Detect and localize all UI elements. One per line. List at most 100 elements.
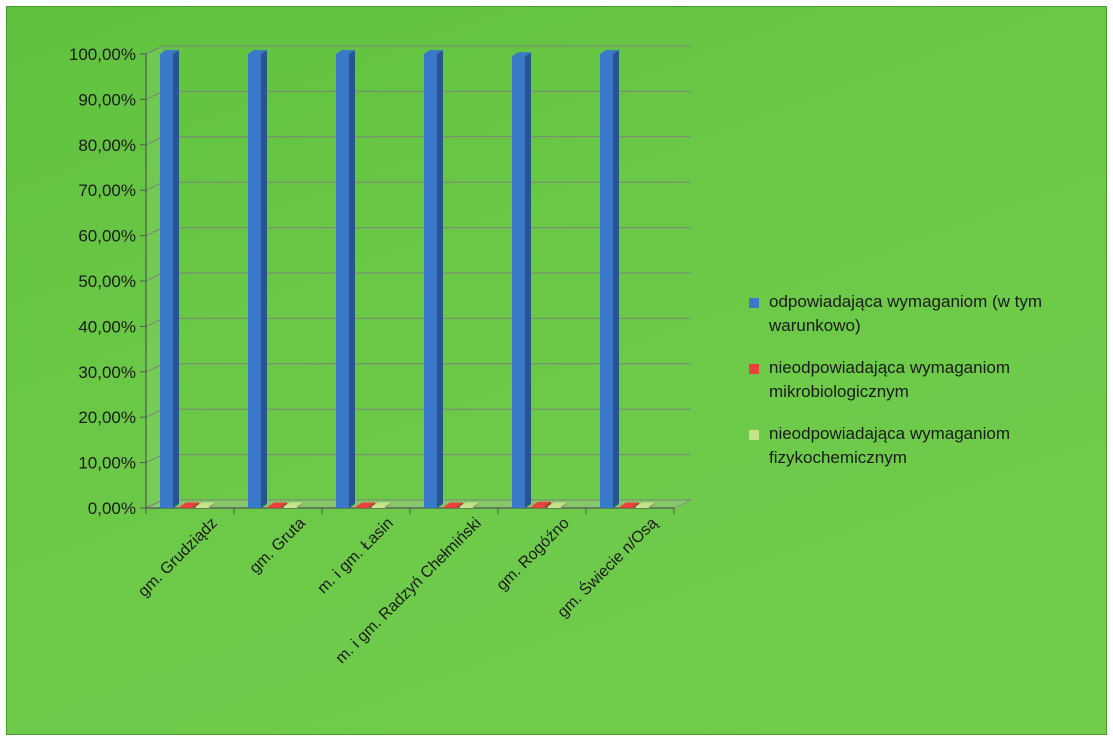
bar-2-0 xyxy=(196,502,215,508)
bar-top xyxy=(160,50,179,54)
y-tick-label: 90,00% xyxy=(78,90,136,109)
bar-1-4 xyxy=(532,501,551,508)
bar-2-4 xyxy=(548,502,567,508)
bar-top xyxy=(620,502,639,507)
bar-front xyxy=(180,506,193,508)
bar-chart: 0,00% 10,00% 20,00% 30,00% 40,00% 50,00% 60,00… xyxy=(69,45,692,667)
bar-side xyxy=(261,50,267,508)
bar-top xyxy=(268,502,287,507)
bar-top xyxy=(284,502,303,507)
bar-front xyxy=(600,54,613,508)
bar-side xyxy=(437,50,443,508)
y-tick-label: 10,00% xyxy=(78,454,136,473)
bar-front xyxy=(372,506,385,508)
bar-top xyxy=(336,50,355,54)
bar-side xyxy=(385,502,391,508)
y-tick-label: 30,00% xyxy=(78,363,136,382)
bar-2-3 xyxy=(460,502,479,508)
bar-front xyxy=(444,506,457,508)
bar-top xyxy=(196,502,215,507)
bar-side xyxy=(525,52,531,509)
y-tick-label: 80,00% xyxy=(78,136,136,155)
y-tick-label: 20,00% xyxy=(78,408,136,427)
bar-side xyxy=(369,502,375,508)
y-tick-label: 70,00% xyxy=(78,181,136,200)
y-tick-label: 40,00% xyxy=(78,317,136,336)
bar-top xyxy=(636,502,655,507)
legend-label-microbiological: nieodpowiadająca wymaganiom mikrobiologi… xyxy=(769,358,1010,401)
bar-top xyxy=(372,502,391,507)
bar-top xyxy=(548,502,567,507)
y-tick-label: 100,00% xyxy=(69,45,136,64)
bar-1-3 xyxy=(444,502,463,508)
bar-side xyxy=(349,50,355,508)
bar-side xyxy=(173,50,179,508)
bar-front xyxy=(248,54,261,508)
bar-front xyxy=(336,54,349,508)
bar-side xyxy=(545,501,551,508)
bar-top xyxy=(512,52,531,57)
bar-side xyxy=(473,502,479,508)
x-tick-label: gm. Grudziądz xyxy=(135,515,221,601)
bar-0-2 xyxy=(336,50,355,508)
bar-side xyxy=(209,502,215,508)
bar-front xyxy=(424,54,437,508)
bar-top xyxy=(444,502,463,507)
bar-front xyxy=(620,506,633,508)
bar-front xyxy=(512,56,525,509)
bar-2-1 xyxy=(284,502,303,508)
bar-1-0 xyxy=(180,502,199,508)
bar-top xyxy=(532,501,551,506)
bar-top xyxy=(180,502,199,507)
x-tick-label: m. i gm. Łasin xyxy=(314,515,396,597)
bar-front xyxy=(196,506,209,508)
legend-label-compliant: odpowiadająca wymaganiom (w tym warunkow… xyxy=(769,292,1043,335)
bar-side xyxy=(297,502,303,508)
bar-side xyxy=(457,502,463,508)
bar-side xyxy=(193,502,199,508)
y-tick-label: 0,00% xyxy=(88,499,136,518)
bar-front xyxy=(160,54,173,508)
bar-0-0 xyxy=(160,50,179,508)
bar-side xyxy=(281,502,287,508)
gridline-diagonal xyxy=(145,45,164,55)
legend-label-physicochemical: nieodpowiadająca wymaganiom fizykochemic… xyxy=(769,424,1010,467)
bar-side xyxy=(633,502,639,508)
bar-1-5 xyxy=(620,502,639,508)
bar-top xyxy=(356,502,375,507)
legend: odpowiadająca wymaganiom (w tym warunkow… xyxy=(745,290,1105,488)
legend-item-microbiological: nieodpowiadająca wymaganiom mikrobiologi… xyxy=(745,356,1105,404)
bar-front xyxy=(284,506,297,508)
legend-item-compliant: odpowiadająca wymaganiom (w tym warunkow… xyxy=(745,290,1105,338)
bar-0-3 xyxy=(424,50,443,508)
x-tick-label: gm. Rogóźno xyxy=(494,515,573,594)
y-tick-label: 60,00% xyxy=(78,227,136,246)
bar-top xyxy=(460,502,479,507)
y-tick-label: 50,00% xyxy=(78,272,136,291)
bar-front xyxy=(548,506,561,508)
bar-2-2 xyxy=(372,502,391,508)
bar-side xyxy=(561,502,567,508)
bar-top xyxy=(248,50,267,54)
legend-item-physicochemical: nieodpowiadająca wymaganiom fizykochemic… xyxy=(745,422,1105,470)
bar-front xyxy=(460,506,473,508)
x-tick-label: gm. Gruta xyxy=(247,515,309,577)
bar-front xyxy=(356,506,369,508)
legend-swatch-red xyxy=(749,364,759,374)
bar-front xyxy=(532,505,545,508)
bar-1-2 xyxy=(356,502,375,508)
x-tick-label: m. i gm. Radzyń Chełmiński xyxy=(333,515,485,667)
bar-0-4 xyxy=(512,52,531,509)
bar-side xyxy=(613,50,619,508)
bar-top xyxy=(424,50,443,54)
bar-front xyxy=(268,506,281,508)
bar-1-1 xyxy=(268,502,287,508)
bar-front xyxy=(636,506,649,508)
legend-swatch-light xyxy=(749,430,759,440)
bar-side xyxy=(649,502,655,508)
bar-top xyxy=(600,50,619,54)
bar-2-5 xyxy=(636,502,655,508)
legend-swatch-blue xyxy=(749,298,759,308)
chart-area: 0,00% 10,00% 20,00% 30,00% 40,00% 50,00% 60,00… xyxy=(6,6,1107,735)
bar-0-5 xyxy=(600,50,619,508)
